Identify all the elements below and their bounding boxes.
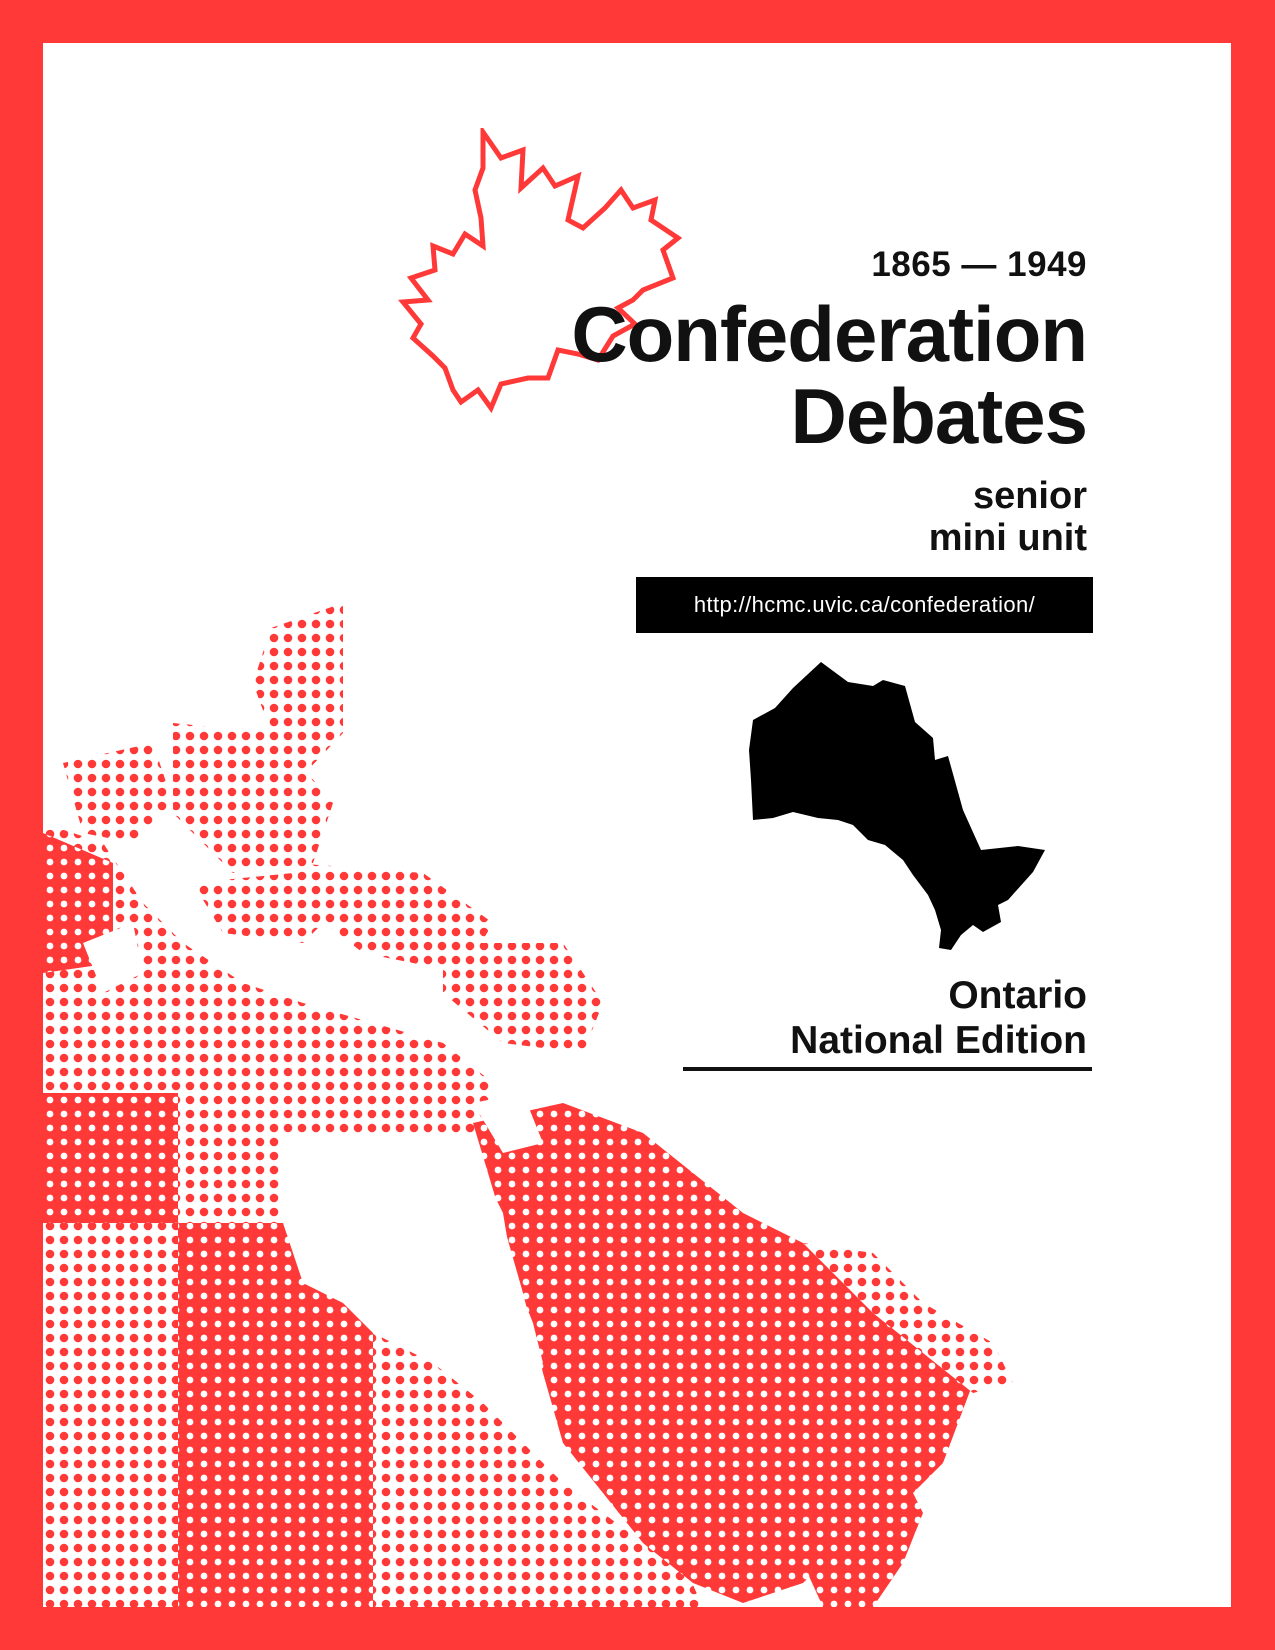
edition-name: National Edition	[790, 1019, 1087, 1062]
title-line-1: Confederation	[571, 290, 1088, 378]
subtitle: senior mini unit	[929, 475, 1087, 559]
subtitle-line-1: senior	[972, 475, 1087, 517]
edition-label: Ontario National Edition	[790, 973, 1087, 1063]
ontario-map-icon	[749, 662, 1045, 950]
subtitle-line-2: mini unit	[928, 517, 1087, 559]
title-line-2: Debates	[790, 372, 1088, 460]
page-title: Confederation Debates	[571, 290, 1088, 460]
year-range: 1865 — 1949	[871, 245, 1087, 284]
cover-page: 1865 — 1949 Confederation Debates senior…	[43, 43, 1231, 1607]
maple-leaf-outline-icon	[398, 128, 683, 414]
website-url-link[interactable]: http://hcmc.uvic.ca/confederation/	[636, 577, 1093, 633]
province-name: Ontario	[948, 974, 1087, 1017]
divider	[683, 1067, 1092, 1071]
canada-halftone-map	[43, 603, 1013, 1607]
